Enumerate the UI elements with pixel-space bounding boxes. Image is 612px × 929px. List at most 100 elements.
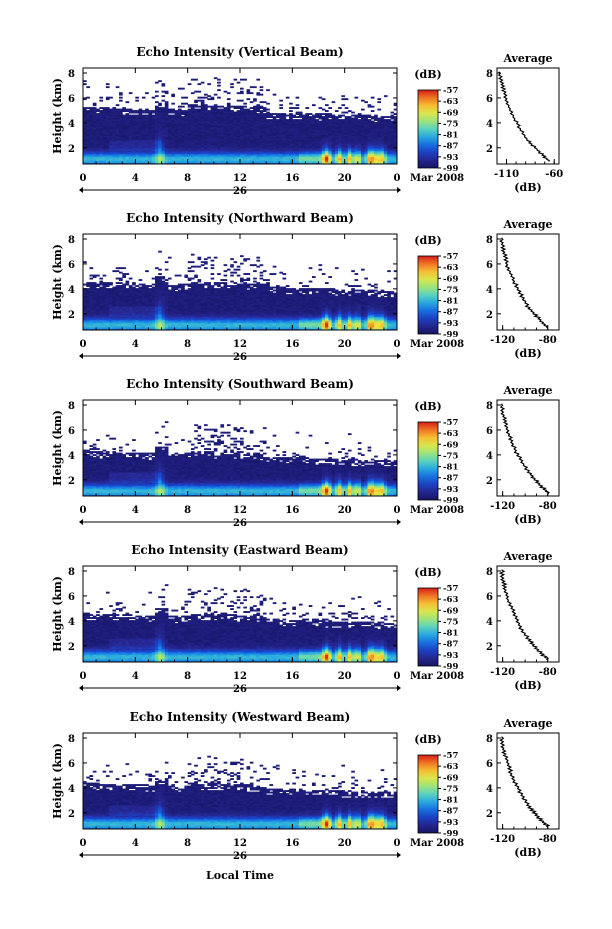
heatmap-cell bbox=[289, 159, 293, 162]
heatmap-cell bbox=[347, 134, 352, 136]
heatmap-cell bbox=[328, 159, 332, 162]
heatmap-cell bbox=[207, 83, 211, 86]
heatmap-cell bbox=[168, 152, 172, 154]
heatmap-cell bbox=[380, 119, 385, 121]
heatmap-cell bbox=[344, 152, 349, 154]
heatmap-cell bbox=[204, 152, 208, 154]
heatmap-cell bbox=[318, 134, 323, 136]
heatmap-cell bbox=[347, 137, 352, 139]
heatmap-cell bbox=[207, 113, 211, 115]
heatmap-cell bbox=[272, 93, 277, 96]
heatmap-cell bbox=[361, 134, 365, 136]
heatmap-cell bbox=[334, 140, 339, 142]
heatmap-cell bbox=[226, 105, 231, 108]
heatmap-cell bbox=[145, 114, 149, 117]
heatmap-cell bbox=[393, 116, 398, 118]
heatmap-cell bbox=[99, 158, 104, 160]
heatmap-cell bbox=[190, 132, 195, 135]
heatmap-cell bbox=[210, 125, 215, 127]
heatmap-cell bbox=[86, 110, 90, 112]
heatmap-cell bbox=[259, 110, 264, 112]
heatmap-cell bbox=[226, 128, 231, 130]
heatmap-cell bbox=[92, 138, 97, 141]
panel-title: Echo Intensity (Vertical Beam) bbox=[136, 45, 343, 59]
heatmap-cell bbox=[282, 161, 287, 163]
heatmap-cell bbox=[122, 141, 126, 144]
heatmap-cell bbox=[102, 114, 107, 117]
heatmap-cell bbox=[161, 143, 166, 145]
heatmap-cell bbox=[308, 135, 313, 138]
heatmap-cell bbox=[105, 319, 110, 322]
heatmap-cell bbox=[210, 108, 215, 111]
heatmap-cell bbox=[83, 159, 87, 162]
heatmap-cell bbox=[187, 108, 192, 111]
heatmap-cell bbox=[325, 143, 329, 145]
heatmap-cell bbox=[367, 114, 372, 117]
heatmap-cell bbox=[99, 297, 104, 299]
heatmap-cell bbox=[197, 132, 202, 135]
heatmap-cell bbox=[190, 261, 195, 264]
heatmap-cell bbox=[318, 129, 323, 132]
heatmap-cell bbox=[213, 159, 218, 162]
heatmap-cell bbox=[266, 113, 270, 115]
heatmap-cell bbox=[276, 144, 280, 147]
heatmap-cell bbox=[168, 256, 172, 259]
heatmap-cell bbox=[246, 134, 251, 136]
heatmap-cell bbox=[334, 138, 339, 141]
heatmap-cell bbox=[233, 122, 238, 124]
heatmap-cell bbox=[295, 129, 300, 132]
heatmap-cell bbox=[132, 132, 136, 135]
heatmap-cell bbox=[190, 253, 195, 256]
heatmap-cell bbox=[135, 155, 139, 157]
heatmap-cell bbox=[279, 156, 283, 159]
heatmap-cell bbox=[256, 105, 261, 108]
heatmap-cell bbox=[200, 150, 205, 153]
heatmap-cell bbox=[282, 134, 287, 136]
heatmap-cell bbox=[236, 137, 241, 139]
heatmap-cell bbox=[233, 128, 238, 130]
heatmap-cell bbox=[220, 144, 225, 147]
heatmap-cell bbox=[138, 131, 143, 133]
heatmap-cell bbox=[243, 126, 247, 129]
heatmap-cell bbox=[374, 119, 378, 121]
heatmap-cell bbox=[223, 135, 228, 138]
heatmap-cell bbox=[295, 119, 300, 121]
heatmap-cell bbox=[387, 156, 391, 159]
heatmap-cell bbox=[325, 104, 329, 107]
heatmap-cell bbox=[361, 119, 365, 121]
heatmap-cell bbox=[190, 265, 195, 268]
heatmap-cell bbox=[141, 138, 146, 141]
heatmap-cell bbox=[92, 144, 97, 147]
heatmap-cell bbox=[138, 153, 143, 156]
heatmap-cell bbox=[128, 92, 133, 95]
heatmap-cell bbox=[308, 155, 313, 157]
heatmap-cell bbox=[318, 116, 323, 118]
heatmap-cell bbox=[96, 134, 100, 136]
heatmap-cell bbox=[105, 324, 110, 326]
heatmap-cell bbox=[92, 141, 97, 144]
heatmap-cell bbox=[105, 143, 110, 145]
heatmap-cell bbox=[272, 156, 277, 159]
heatmap-cell bbox=[367, 144, 372, 147]
heatmap-cell bbox=[138, 111, 143, 114]
heatmap-cell bbox=[262, 143, 267, 145]
heatmap-cell bbox=[135, 116, 139, 118]
heatmap-cell bbox=[148, 158, 153, 160]
heatmap-cell bbox=[230, 134, 234, 136]
heatmap-cell bbox=[230, 146, 234, 148]
heatmap-cell bbox=[240, 90, 244, 93]
heatmap-cell bbox=[236, 123, 241, 126]
heatmap-cell bbox=[367, 141, 372, 144]
heatmap-cell bbox=[383, 141, 388, 144]
heatmap-cell bbox=[292, 125, 296, 127]
heatmap-cell bbox=[125, 159, 130, 162]
heatmap-cell bbox=[92, 312, 97, 314]
heatmap-cell bbox=[240, 147, 244, 150]
heatmap-cell bbox=[164, 159, 169, 162]
heatmap-cell bbox=[351, 162, 355, 165]
heatmap-cell bbox=[213, 111, 218, 114]
heatmap-cell bbox=[86, 144, 90, 147]
heatmap-cell bbox=[249, 134, 254, 136]
heatmap-cell bbox=[374, 116, 378, 118]
heatmap-cell bbox=[341, 129, 346, 132]
